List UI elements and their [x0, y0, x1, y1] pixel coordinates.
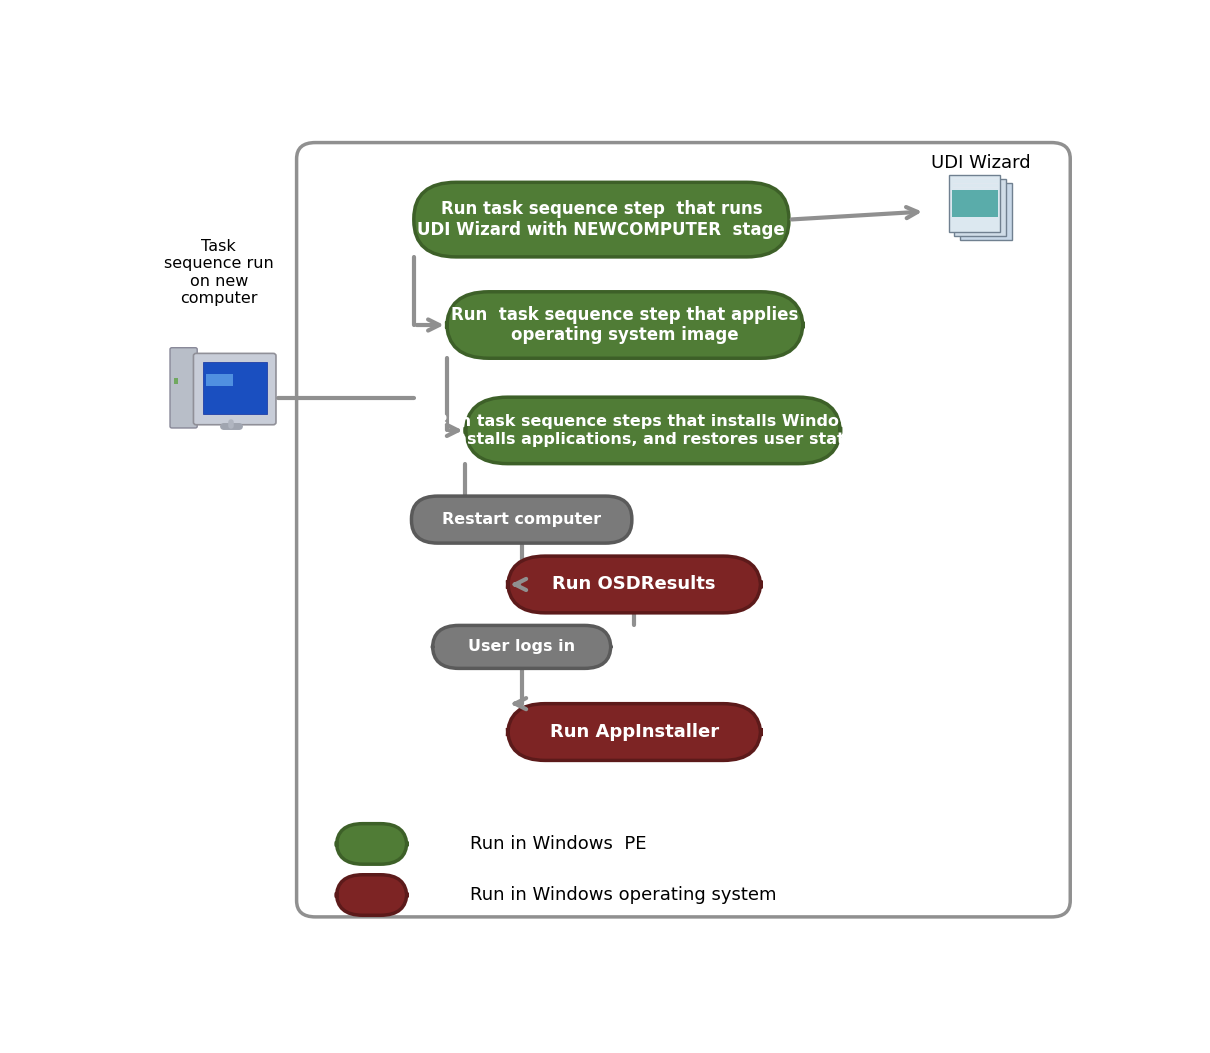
Text: Run task sequence step  that runs
UDI Wizard with NEWCOMPUTER  stage: Run task sequence step that runs UDI Wiz…: [417, 200, 785, 239]
Text: User logs in: User logs in: [468, 639, 575, 654]
FancyBboxPatch shape: [433, 625, 611, 669]
FancyBboxPatch shape: [336, 875, 407, 915]
Text: Run task sequence steps that installs Windows,
installs applications, and restor: Run task sequence steps that installs Wi…: [437, 414, 870, 446]
FancyBboxPatch shape: [414, 182, 789, 257]
FancyBboxPatch shape: [203, 362, 266, 414]
FancyBboxPatch shape: [411, 496, 632, 543]
FancyBboxPatch shape: [508, 703, 761, 760]
FancyBboxPatch shape: [466, 397, 841, 463]
Text: Run  task sequence step that applies
operating system image: Run task sequence step that applies oper…: [451, 305, 799, 344]
FancyBboxPatch shape: [508, 556, 761, 613]
FancyBboxPatch shape: [446, 292, 803, 358]
Text: Run in Windows  PE: Run in Windows PE: [469, 835, 646, 853]
FancyBboxPatch shape: [951, 190, 997, 217]
FancyBboxPatch shape: [336, 823, 407, 865]
FancyBboxPatch shape: [194, 354, 276, 424]
Text: Run in Windows operating system: Run in Windows operating system: [469, 886, 777, 905]
FancyBboxPatch shape: [955, 179, 1006, 236]
Text: UDI Wizard: UDI Wizard: [932, 154, 1031, 172]
Text: Run AppInstaller: Run AppInstaller: [549, 723, 719, 741]
FancyBboxPatch shape: [296, 142, 1070, 917]
Text: Restart computer: Restart computer: [442, 512, 601, 528]
FancyBboxPatch shape: [949, 175, 1001, 232]
FancyBboxPatch shape: [174, 378, 178, 384]
Text: Run OSDResults: Run OSDResults: [553, 576, 716, 594]
FancyBboxPatch shape: [169, 347, 197, 428]
Text: Task
sequence run
on new
computer: Task sequence run on new computer: [163, 239, 273, 306]
FancyBboxPatch shape: [960, 183, 1012, 240]
FancyBboxPatch shape: [206, 374, 232, 385]
